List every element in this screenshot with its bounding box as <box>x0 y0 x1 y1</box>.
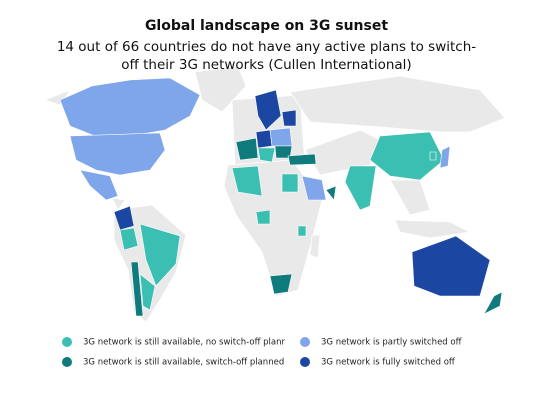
country <box>257 147 276 163</box>
country <box>119 227 139 251</box>
country <box>287 153 317 166</box>
country <box>411 235 491 297</box>
title: Global landscape on 3G sunset <box>144 18 389 34</box>
country <box>59 77 201 137</box>
legend-swatch <box>62 337 72 347</box>
country <box>369 131 445 181</box>
legend-label: 3G network is still available, switch-of… <box>83 358 284 368</box>
country <box>483 291 503 315</box>
legend-label: 3G network is partly switched off <box>321 338 463 348</box>
country <box>69 132 166 176</box>
country <box>325 185 337 201</box>
country <box>139 223 181 287</box>
country <box>344 165 377 211</box>
country <box>255 129 273 149</box>
subtitle: 14 out of 66 countries do not have any a… <box>56 39 477 73</box>
legend-swatch <box>300 337 310 347</box>
country <box>269 127 293 147</box>
country <box>439 145 451 169</box>
country <box>254 89 282 131</box>
country <box>255 209 271 225</box>
country <box>235 137 259 161</box>
country <box>297 225 307 237</box>
country <box>113 205 135 231</box>
countries <box>59 77 503 317</box>
legend: 3G network is still available, no switch… <box>62 337 463 368</box>
legend-swatch <box>62 357 72 367</box>
legend-label: 3G network is still available, no switch… <box>83 338 285 348</box>
legend-label: 3G network is fully switched off <box>321 358 456 368</box>
country <box>130 261 144 317</box>
country <box>301 175 327 201</box>
country <box>231 165 263 197</box>
legend-swatch <box>300 357 310 367</box>
country <box>79 169 119 201</box>
country <box>269 273 293 295</box>
country <box>429 151 437 161</box>
country <box>139 273 156 311</box>
country <box>281 173 299 193</box>
country <box>281 109 297 127</box>
